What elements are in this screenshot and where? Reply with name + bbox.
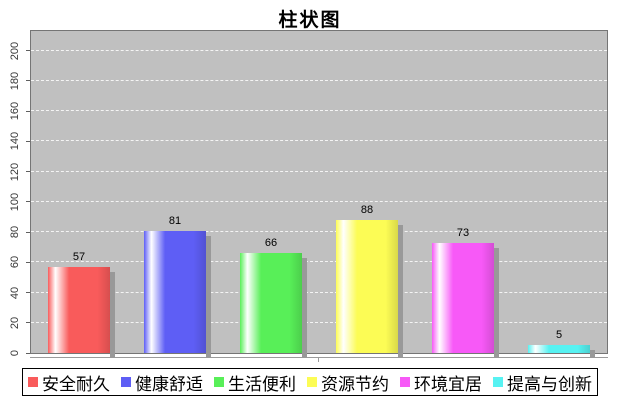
legend-item-label: 生活便利 bbox=[228, 374, 296, 394]
bar bbox=[432, 243, 494, 353]
y-axis-tick bbox=[26, 110, 30, 112]
x-axis-line bbox=[30, 357, 608, 358]
bar bbox=[528, 345, 590, 353]
gridline bbox=[31, 200, 607, 202]
gridline bbox=[31, 321, 607, 323]
legend-item: 生活便利 bbox=[214, 370, 296, 395]
bar-shadow bbox=[590, 350, 595, 358]
legend-item: 安全耐久 bbox=[28, 370, 110, 395]
bar-value-label: 66 bbox=[264, 237, 278, 249]
y-axis-tick bbox=[26, 140, 30, 142]
bar-shadow bbox=[110, 272, 115, 358]
gridline bbox=[31, 49, 607, 51]
y-axis-tick bbox=[26, 352, 30, 354]
x-axis-tick bbox=[318, 357, 319, 362]
gridline bbox=[31, 110, 607, 112]
bar-shadow bbox=[398, 225, 403, 358]
y-axis-tick-label: 20 bbox=[9, 316, 21, 329]
legend-item: 健康舒适 bbox=[121, 370, 203, 395]
gridline bbox=[31, 79, 607, 81]
legend: 安全耐久 健康舒适 生活便利 资源节约 环境宜居 提高与创新 bbox=[22, 368, 598, 396]
legend-item-label: 提高与创新 bbox=[507, 374, 592, 394]
y-axis-tick bbox=[26, 292, 30, 294]
y-axis-tick-label: 100 bbox=[9, 192, 21, 212]
legend-item-label: 环境宜居 bbox=[414, 374, 482, 394]
bar-value-label: 81 bbox=[168, 215, 182, 227]
y-axis-tick-label: 40 bbox=[9, 286, 21, 299]
y-axis-tick-label: 0 bbox=[9, 349, 21, 357]
y-axis-tick bbox=[26, 50, 30, 52]
y-axis-tick bbox=[26, 322, 30, 324]
y-axis-tick bbox=[26, 231, 30, 233]
bar-value-label: 5 bbox=[555, 329, 563, 341]
bar-shadow bbox=[302, 258, 307, 358]
legend-swatch bbox=[493, 377, 503, 387]
y-axis-tick bbox=[26, 171, 30, 173]
y-axis-tick-label: 120 bbox=[9, 162, 21, 181]
legend-item: 环境宜居 bbox=[400, 370, 482, 395]
legend-swatch bbox=[121, 377, 131, 387]
y-axis-tick-label: 80 bbox=[9, 225, 21, 239]
y-axis-tick-label: 160 bbox=[9, 101, 21, 121]
legend-item: 提高与创新 bbox=[493, 370, 592, 395]
legend-item: 资源节约 bbox=[307, 370, 389, 395]
legend-swatch bbox=[307, 377, 317, 387]
bar-value-label: 88 bbox=[360, 204, 374, 216]
gridline bbox=[31, 170, 607, 172]
bar bbox=[240, 253, 302, 353]
bar-value-label: 73 bbox=[456, 227, 470, 239]
y-axis-tick bbox=[26, 201, 30, 203]
gridline bbox=[31, 261, 607, 263]
bar bbox=[48, 267, 110, 353]
bar bbox=[336, 220, 398, 353]
gridline bbox=[31, 231, 607, 233]
y-axis-tick-label: 200 bbox=[9, 41, 21, 60]
y-axis-tick bbox=[26, 261, 30, 263]
legend-swatch bbox=[28, 377, 38, 387]
legend-item-label: 资源节约 bbox=[321, 374, 389, 394]
y-axis-tick-label: 60 bbox=[9, 256, 21, 269]
gridline bbox=[31, 140, 607, 142]
y-axis-tick-label: 180 bbox=[9, 71, 21, 91]
legend-item-label: 健康舒适 bbox=[135, 374, 203, 394]
bar-shadow bbox=[494, 248, 499, 358]
chart-title: 柱状图 bbox=[278, 10, 342, 31]
legend-item-label: 安全耐久 bbox=[42, 374, 110, 394]
bar-shadow bbox=[206, 236, 211, 358]
y-axis-tick-label: 140 bbox=[9, 132, 21, 151]
legend-swatch bbox=[400, 377, 410, 387]
bar bbox=[144, 231, 206, 353]
y-axis-tick bbox=[26, 80, 30, 82]
gridline bbox=[31, 291, 607, 293]
plot-area: 0 20 40 60 80 100 120 140 160 180 200 57 81 66 88 73 5 bbox=[9, 30, 608, 358]
legend-swatch bbox=[214, 377, 224, 387]
bar-value-label: 57 bbox=[72, 251, 86, 263]
